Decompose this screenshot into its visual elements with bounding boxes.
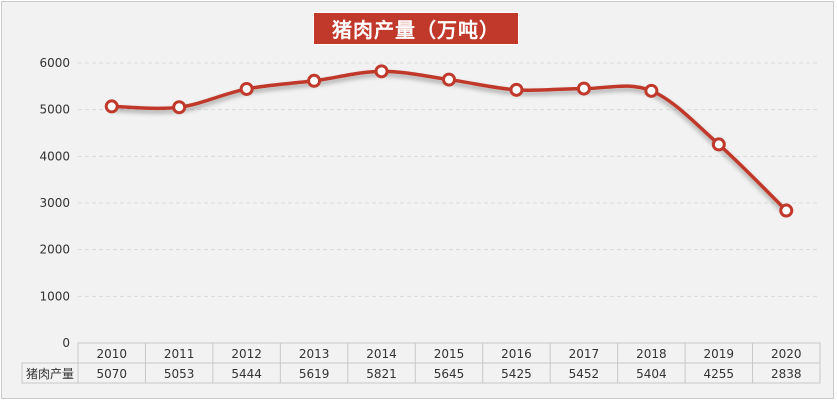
data-point — [307, 73, 322, 88]
x-category-label: 2011 — [164, 347, 195, 361]
data-point — [239, 81, 254, 96]
y-tick-label: 2000 — [39, 243, 70, 257]
data-table-value: 5619 — [299, 367, 330, 381]
data-point — [172, 100, 187, 115]
data-table-value: 5425 — [501, 367, 532, 381]
x-category-label: 2014 — [366, 347, 397, 361]
data-point — [104, 99, 119, 114]
data-table-value: 5821 — [366, 367, 397, 381]
data-point — [779, 203, 794, 218]
data-table-value: 5645 — [434, 367, 465, 381]
series-line — [109, 69, 789, 213]
data-point — [576, 81, 591, 96]
x-category-label: 2019 — [704, 347, 735, 361]
series-label: 猪肉产量 — [26, 367, 74, 381]
y-tick-label: 5000 — [39, 103, 70, 117]
data-point — [442, 72, 456, 87]
y-tick-label: 4000 — [39, 149, 70, 163]
data-table-value: 4255 — [704, 367, 735, 381]
chart-title: 猪肉产量（万吨） — [313, 12, 519, 45]
x-category-label: 2020 — [771, 347, 802, 361]
data-table-value-row — [21, 362, 821, 384]
data-table-value: 2838 — [771, 367, 802, 381]
data-table-value: 5070 — [96, 367, 127, 381]
x-category-label: 2013 — [299, 347, 330, 361]
data-point — [509, 82, 524, 97]
y-tick-label: 6000 — [39, 56, 70, 70]
x-category-label: 2018 — [636, 347, 667, 361]
y-tick-label: 1000 — [39, 289, 70, 303]
y-tick-label: 0 — [62, 336, 70, 350]
x-category-label: 2015 — [434, 347, 465, 361]
x-category-label: 2017 — [569, 347, 600, 361]
y-tick-label: 3000 — [39, 196, 70, 210]
x-category-label: 2016 — [501, 347, 532, 361]
x-category-label: 2012 — [231, 347, 262, 361]
data-point — [644, 83, 659, 98]
data-point — [374, 64, 389, 79]
data-table-value: 5444 — [231, 367, 262, 381]
data-table-value: 5053 — [164, 367, 195, 381]
data-table-value: 5404 — [636, 367, 667, 381]
data-point — [711, 137, 726, 152]
x-category-label: 2010 — [96, 347, 127, 361]
data-table-value: 5452 — [569, 367, 600, 381]
